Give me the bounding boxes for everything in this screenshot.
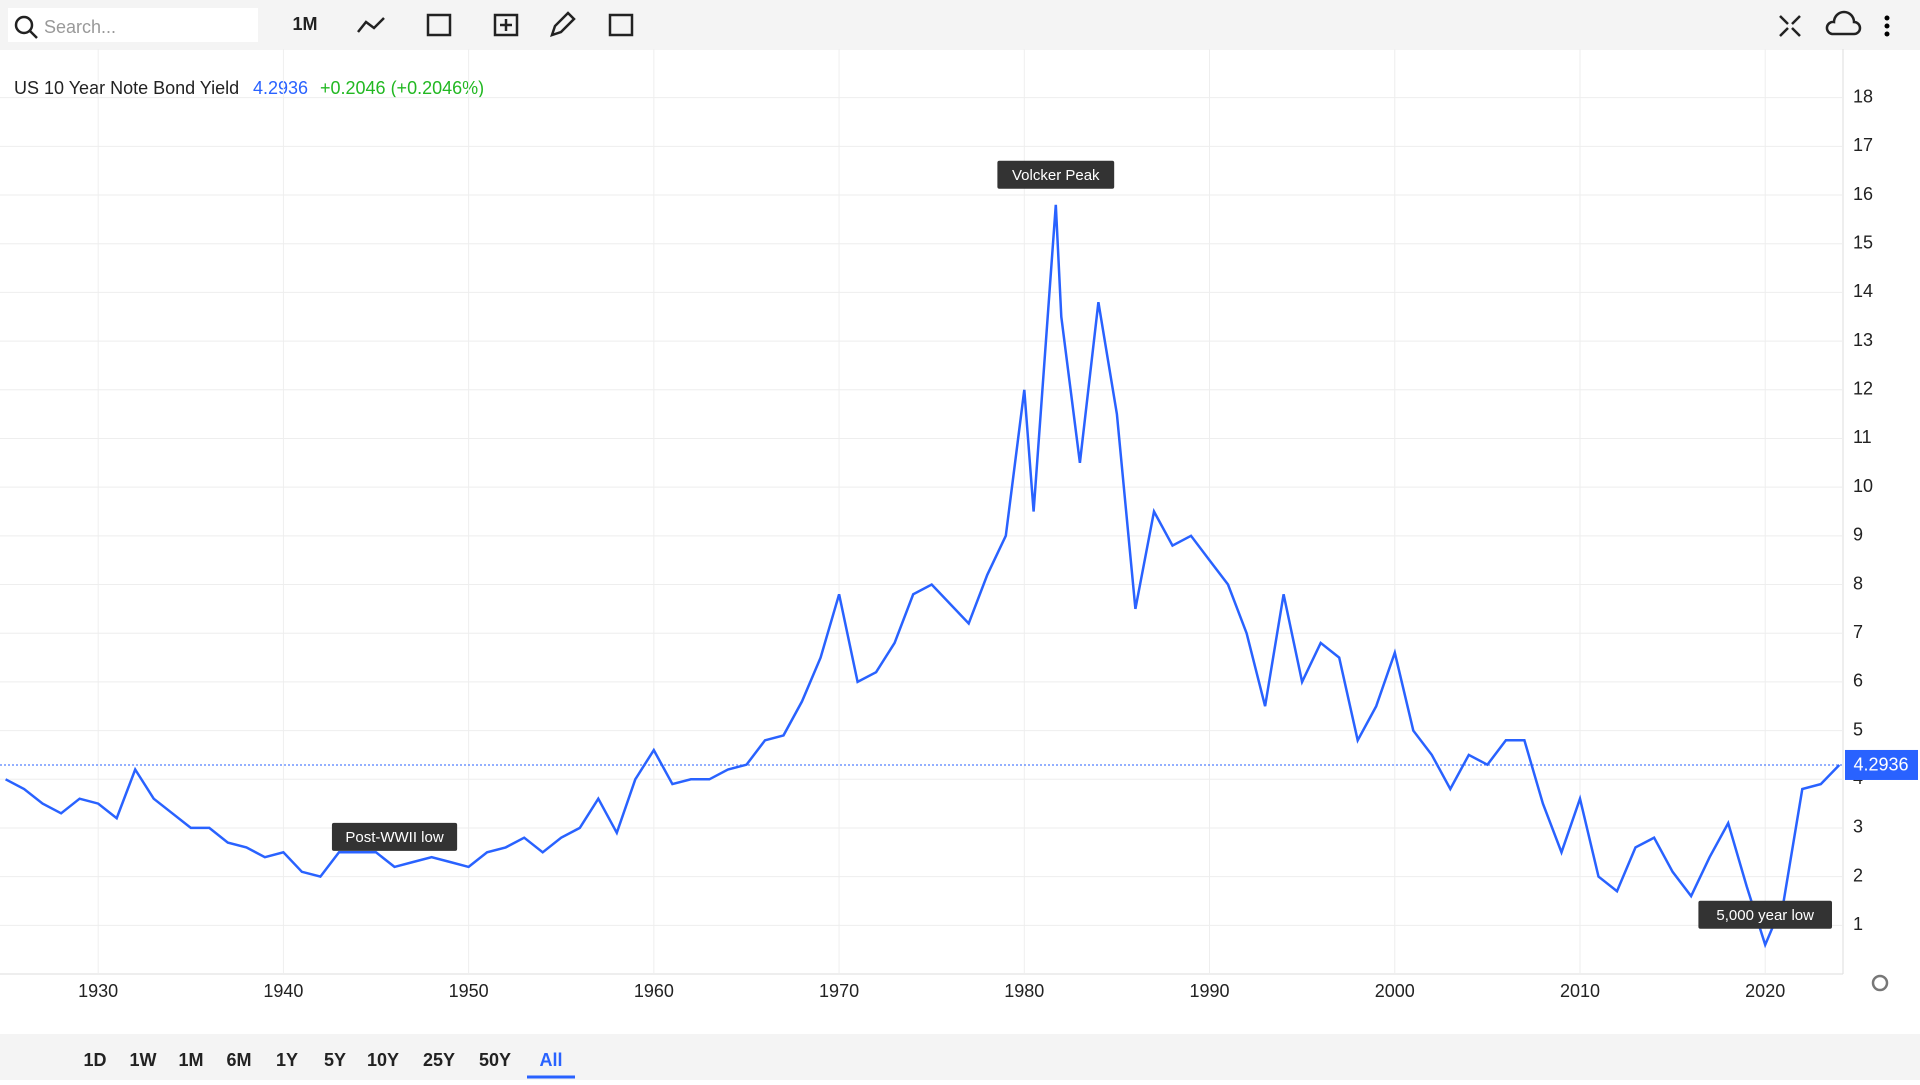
y-tick-label: 8 <box>1853 573 1863 593</box>
interval-button[interactable]: 1M <box>292 14 317 34</box>
download-icon[interactable] <box>1825 10 1862 36</box>
add-icon[interactable] <box>493 13 519 37</box>
range-bar <box>0 1034 1920 1080</box>
y-tick-label: 1 <box>1853 914 1863 934</box>
event-icon[interactable] <box>608 13 634 37</box>
menu-icon <box>1884 31 1890 37</box>
range-button[interactable]: 1D <box>83 1050 106 1070</box>
annotation-box <box>997 160 1115 189</box>
y-tick-label: 7 <box>1853 622 1863 642</box>
y-tick-label: 10 <box>1853 476 1873 496</box>
calendar-icon[interactable] <box>426 13 452 37</box>
annotation-box <box>1698 900 1833 929</box>
y-tick-label: 16 <box>1853 184 1873 204</box>
last-value-axis-label: 4.2936 <box>1853 755 1908 775</box>
annotation: 5,000 year low <box>1716 907 1814 924</box>
x-tick-label: 1940 <box>263 981 303 1001</box>
settings-icon[interactable] <box>1871 974 1889 992</box>
x-tick-label: 2000 <box>1375 981 1415 1001</box>
search-icon <box>14 15 34 35</box>
annotation: Post-WWII low <box>345 829 444 846</box>
menu-icon <box>1884 23 1890 29</box>
y-tick-label: 14 <box>1853 281 1873 301</box>
y-tick-label: 17 <box>1853 135 1873 155</box>
x-tick-label: 2010 <box>1560 981 1600 1001</box>
draw-icon[interactable] <box>550 11 576 37</box>
search-icon <box>29 30 38 39</box>
range-button[interactable]: 6M <box>226 1050 251 1070</box>
last-value-box <box>1845 749 1918 780</box>
x-tick-label: 1970 <box>819 981 859 1001</box>
yield-line <box>5 204 1841 949</box>
annotation: Volcker Peak <box>1012 167 1100 184</box>
search-box[interactable] <box>8 8 258 42</box>
toolbar <box>0 0 1920 50</box>
y-tick-label: 2 <box>1853 865 1863 885</box>
y-tick-label: 18 <box>1853 86 1873 106</box>
chart-type-icon[interactable] <box>357 17 385 33</box>
range-button[interactable]: 10Y <box>367 1050 399 1070</box>
y-tick-label: 9 <box>1853 525 1863 545</box>
chart-title: US 10 Year Note Bond Yield <box>14 78 239 98</box>
y-tick-label: 13 <box>1853 330 1873 350</box>
x-tick-label: 1930 <box>78 981 118 1001</box>
menu-icon[interactable] <box>1884 15 1890 21</box>
change: +0.2046 (+0.2046%) <box>320 78 484 98</box>
search-placeholder: Search... <box>44 17 116 37</box>
range-button[interactable]: 1Y <box>276 1050 298 1070</box>
y-tick-label: 12 <box>1853 379 1873 399</box>
range-button[interactable]: 1M <box>178 1050 203 1070</box>
y-tick-label: 6 <box>1853 671 1863 691</box>
x-tick-label: 2020 <box>1745 981 1785 1001</box>
x-tick-label: 1960 <box>634 981 674 1001</box>
y-tick-label: 15 <box>1853 232 1873 252</box>
y-tick-label: 3 <box>1853 817 1863 837</box>
add-icon <box>500 19 512 31</box>
range-button[interactable]: 5Y <box>324 1050 346 1070</box>
annotation-box <box>331 822 458 851</box>
x-tick-label: 1990 <box>1190 981 1230 1001</box>
range-button[interactable]: 1W <box>130 1050 157 1070</box>
y-tick-label: 11 <box>1853 427 1872 447</box>
x-tick-label: 1980 <box>1004 981 1044 1001</box>
range-button[interactable]: 50Y <box>479 1050 511 1070</box>
y-tick-label: 5 <box>1853 719 1863 739</box>
x-tick-label: 1950 <box>449 981 489 1001</box>
range-button[interactable]: 25Y <box>423 1050 455 1070</box>
last-value: 4.2936 <box>253 78 308 98</box>
fullscreen-icon[interactable] <box>1779 15 1801 37</box>
range-button[interactable]: All <box>539 1050 562 1070</box>
